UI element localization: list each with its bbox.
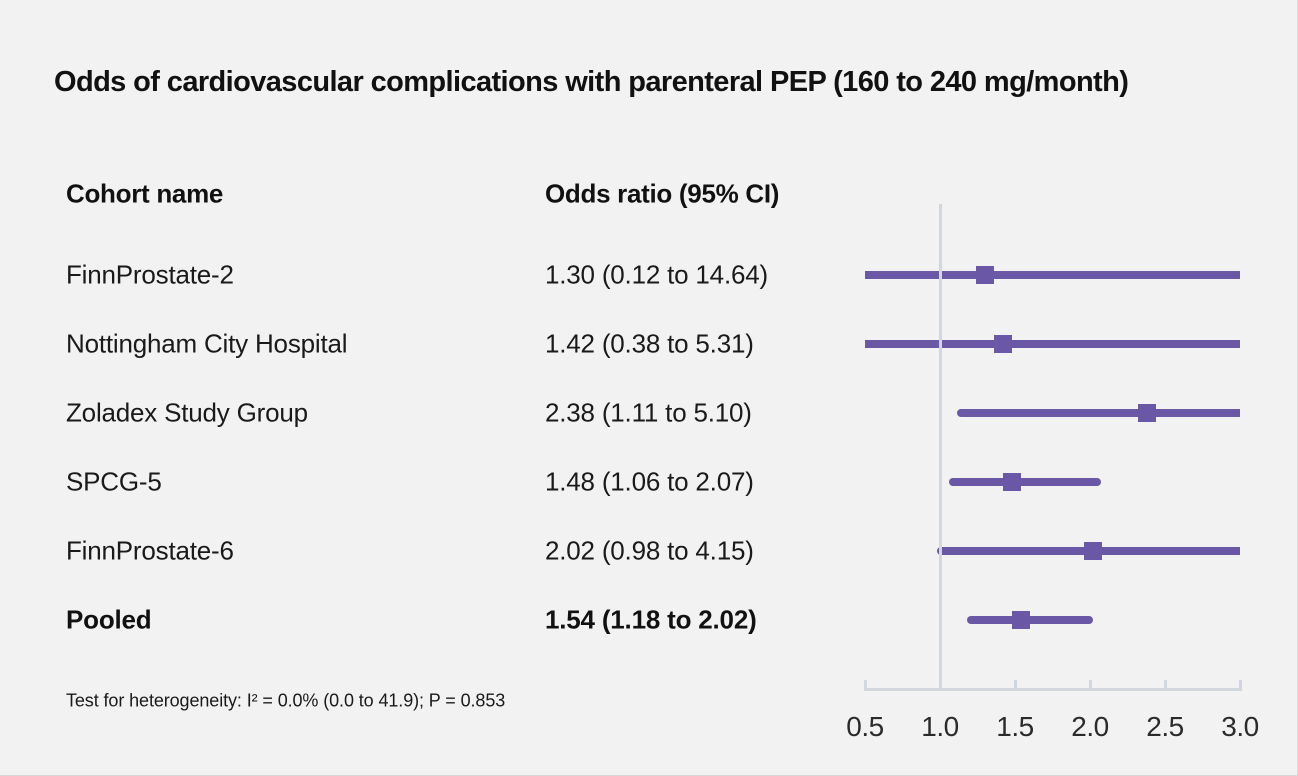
x-axis-tick-label: 2.5 bbox=[1146, 711, 1184, 742]
x-axis-tick bbox=[1013, 680, 1017, 688]
odds-ratio-value: 2.02 (0.98 to 4.15) bbox=[545, 535, 754, 566]
odds-ratio-value: 2.38 (1.11 to 5.10) bbox=[545, 397, 752, 428]
x-axis-tick-label: 2.0 bbox=[1071, 711, 1109, 742]
x-axis-tick-label: 1.5 bbox=[996, 711, 1034, 742]
cohort-label: FinnProstate-2 bbox=[66, 259, 234, 290]
x-axis-line bbox=[863, 688, 1242, 691]
confidence-interval-line bbox=[956, 409, 1240, 417]
odds-ratio-value: 1.30 (0.12 to 14.64) bbox=[545, 259, 768, 290]
x-axis-tick bbox=[938, 680, 942, 688]
odds-ratio-value: 1.54 (1.18 to 2.02) bbox=[545, 604, 757, 635]
confidence-interval-line bbox=[967, 616, 1093, 624]
cohort-label: FinnProstate-6 bbox=[66, 535, 234, 566]
x-axis-tick bbox=[1088, 680, 1092, 688]
cohort-label: Pooled bbox=[66, 604, 152, 635]
cohort-label: Zoladex Study Group bbox=[66, 397, 308, 428]
point-estimate-marker bbox=[976, 266, 994, 284]
confidence-interval-line bbox=[865, 271, 1240, 279]
point-estimate-marker bbox=[1003, 473, 1021, 491]
confidence-interval-line bbox=[865, 340, 1240, 348]
point-estimate-marker bbox=[1138, 404, 1156, 422]
x-axis-tick bbox=[1238, 680, 1242, 688]
chart-title: Odds of cardiovascular complications wit… bbox=[54, 66, 1129, 98]
confidence-interval-line bbox=[949, 478, 1101, 486]
pooled-estimate-marker bbox=[1012, 611, 1030, 629]
odds-ratio-value: 1.48 (1.06 to 2.07) bbox=[545, 466, 754, 497]
point-estimate-marker bbox=[1084, 542, 1102, 560]
column-header-cohort-name: Cohort name bbox=[66, 178, 224, 209]
reference-line-or-1 bbox=[938, 204, 942, 691]
point-estimate-marker bbox=[994, 335, 1012, 353]
heterogeneity-footnote: Test for heterogeneity: I² = 0.0% (0.0 t… bbox=[66, 690, 506, 711]
cohort-label: Nottingham City Hospital bbox=[66, 328, 348, 359]
x-axis-tick-label: 0.5 bbox=[846, 711, 884, 742]
column-header-odds-ratio: Odds ratio (95% CI) bbox=[545, 178, 780, 209]
x-axis-tick-label: 3.0 bbox=[1221, 711, 1259, 742]
cohort-label: SPCG-5 bbox=[66, 466, 162, 497]
x-axis-tick-label: 1.0 bbox=[921, 711, 959, 742]
x-axis-tick bbox=[1163, 680, 1167, 688]
x-axis-tick bbox=[863, 680, 867, 688]
odds-ratio-value: 1.42 (0.38 to 5.31) bbox=[545, 328, 754, 359]
